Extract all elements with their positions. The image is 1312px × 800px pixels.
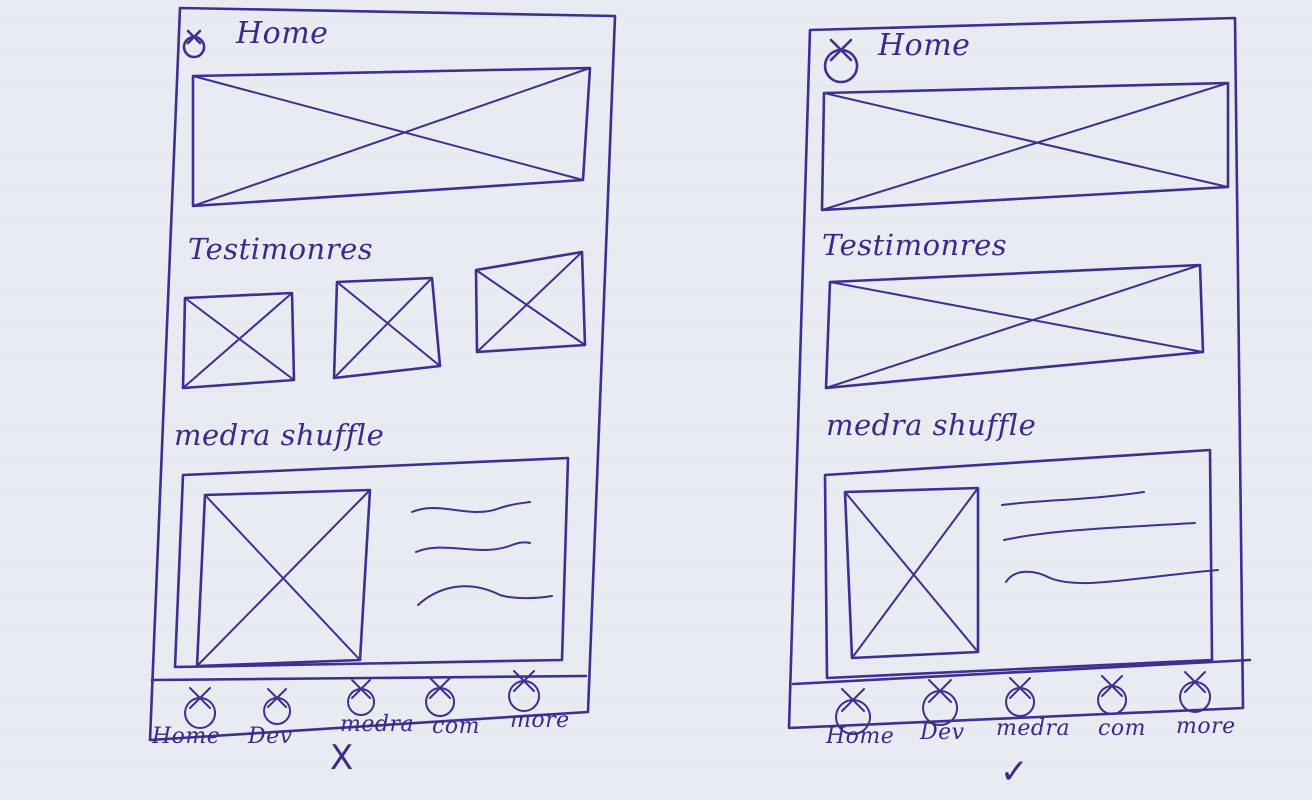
phone-frame-left <box>148 6 617 742</box>
hero-image-placeholder-right <box>820 81 1230 212</box>
testimonial-thumb-1-left <box>181 291 296 390</box>
nav-label-com-left: com <box>432 714 480 739</box>
testimonial-image-placeholder-right <box>824 263 1205 390</box>
section-label-media-left: medra shuffle <box>174 418 385 452</box>
nav-label-media-left: medra <box>340 712 415 737</box>
nav-label-dev-right: Dev <box>920 720 965 745</box>
nav-label-more-right: more <box>1176 714 1236 739</box>
header-close-icon-right <box>823 38 859 84</box>
media-text-line-3-left <box>417 585 553 606</box>
media-card-right <box>823 448 1219 680</box>
testimonial-thumb-2-left <box>332 276 442 380</box>
nav-media-icon-left <box>347 679 376 716</box>
nav-label-more-left: more <box>510 708 570 733</box>
section-label-media-right: medra shuffle <box>826 408 1037 442</box>
media-text-line-2-left <box>415 541 531 553</box>
header-close-icon-left <box>182 29 206 59</box>
nav-label-home-right: Home <box>826 724 895 749</box>
phone-frame-right <box>787 16 1245 730</box>
media-text-line-2-right <box>1003 522 1196 541</box>
nav-label-home-left: Home <box>152 724 221 749</box>
nav-com-icon-left <box>425 677 456 717</box>
nav-label-dev-left: Dev <box>248 724 293 749</box>
wireframe-left <box>148 6 617 742</box>
nav-more-icon-left <box>508 670 540 712</box>
section-label-testimonials-right: Testimonres <box>822 228 1008 262</box>
nav-home-icon-left <box>184 687 216 729</box>
nav-dev-icon-right <box>922 679 959 726</box>
nav-home-icon-right <box>835 688 872 735</box>
nav-icons-left <box>184 670 540 729</box>
nav-dev-icon-left <box>263 688 292 725</box>
nav-more-icon-right <box>1179 671 1211 713</box>
section-label-testimonials-left: Testimonres <box>188 232 374 266</box>
nav-label-com-right: com <box>1098 716 1146 741</box>
hero-image-placeholder-left <box>191 66 592 208</box>
verdict-mark-left: X <box>330 738 354 778</box>
bottom-nav-divider-left <box>150 674 588 682</box>
media-card-left <box>173 456 570 669</box>
media-text-line-1-left <box>411 501 531 513</box>
wireframe-right <box>787 16 1252 735</box>
testimonial-thumb-3-left <box>474 250 587 354</box>
nav-label-media-right: medra <box>996 716 1071 741</box>
nav-media-icon-right <box>1005 677 1036 717</box>
media-text-line-3-right <box>1005 569 1219 585</box>
nav-icons-right <box>835 671 1211 735</box>
header-title-right: Home <box>878 28 971 63</box>
nav-com-icon-right <box>1097 675 1128 715</box>
verdict-mark-right: ✓ <box>1000 752 1029 792</box>
media-text-line-1-right <box>1001 491 1145 506</box>
header-title-left: Home <box>236 16 329 51</box>
bottom-nav-divider-right <box>791 658 1252 686</box>
